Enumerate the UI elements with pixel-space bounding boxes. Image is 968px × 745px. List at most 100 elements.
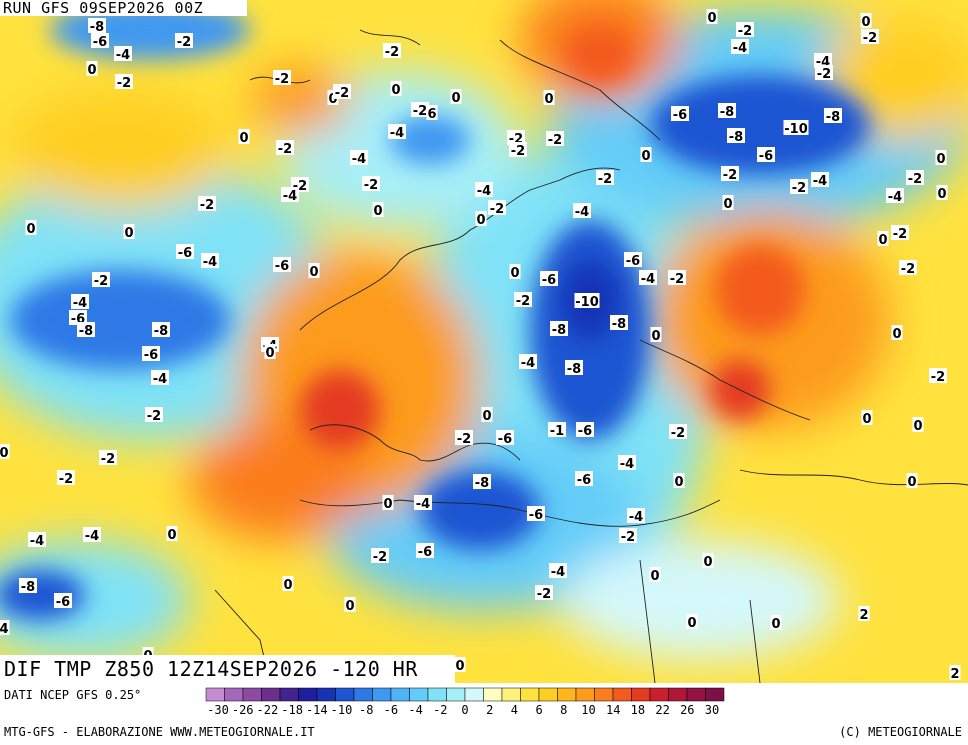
color-scale-swatch xyxy=(409,687,429,702)
color-scale-tick: -14 xyxy=(306,703,328,717)
color-scale-swatch xyxy=(446,687,466,702)
contour-label-bg xyxy=(596,170,614,185)
contour-labels: -8-6-4-20-2 -20-2-20-2 60-40-2-4-2 -2-20-20… xyxy=(0,9,961,682)
contour-label-bg xyxy=(28,532,46,547)
contour-label: 4 xyxy=(0,622,9,637)
contour-label: -8 xyxy=(826,110,840,125)
contour-label-bg xyxy=(123,224,135,239)
contour-label-bg xyxy=(783,120,809,135)
contour-label: 0 xyxy=(391,83,400,98)
contour-label: -2 xyxy=(738,24,752,39)
color-scale-swatch xyxy=(705,687,725,702)
contour-label-bg xyxy=(25,220,37,235)
contour-label-bg xyxy=(71,294,89,309)
contour-label-bg xyxy=(731,39,749,54)
contour-label: 0 xyxy=(26,222,35,237)
contour-label-bg xyxy=(481,407,493,422)
contour-label: 0 xyxy=(167,528,176,543)
contour-label-bg xyxy=(757,147,775,162)
contour-label: -2 xyxy=(537,587,551,602)
contour-label-bg xyxy=(702,553,714,568)
contour-label: -6 xyxy=(759,149,773,164)
contour-label-bg xyxy=(576,422,594,437)
contour-label-bg xyxy=(640,147,652,162)
contour-label-bg xyxy=(115,74,133,89)
contour-label: 0 xyxy=(309,265,318,280)
contour-label-bg xyxy=(509,264,521,279)
contour-label: -2 xyxy=(117,76,131,91)
contour-label-bg xyxy=(371,548,389,563)
contour-label-bg xyxy=(736,22,754,37)
color-scale-swatch xyxy=(686,687,706,702)
contour-label-bg xyxy=(88,18,106,33)
contour-label: -6 xyxy=(498,432,512,447)
contour-label: -8 xyxy=(567,362,581,377)
contour-label: -2 xyxy=(147,409,161,424)
contour-label: -1 xyxy=(550,424,564,439)
contour-label-bg xyxy=(548,422,566,437)
color-scale-tick: -4 xyxy=(408,703,422,717)
contour-label-bg xyxy=(507,130,525,145)
contour-label-bg xyxy=(649,567,661,582)
contour-label: -2 xyxy=(177,35,191,50)
contour-label: -4 xyxy=(116,48,130,63)
contour-label: -10 xyxy=(575,295,599,310)
contour-label-bg xyxy=(573,203,591,218)
contour-label-bg xyxy=(388,124,406,139)
contour-label-bg xyxy=(0,444,10,459)
contour-label-bg xyxy=(414,495,432,510)
contour-label-bg xyxy=(718,103,736,118)
contour-label-bg xyxy=(574,293,600,308)
contour-label-bg xyxy=(527,506,545,521)
contour-label-bg xyxy=(639,270,657,285)
color-scale-tick: -30 xyxy=(207,703,229,717)
color-scale-tick: 8 xyxy=(560,703,567,717)
data-source-label: DATI NCEP GFS 0.25° xyxy=(4,688,142,702)
contour-label-bg xyxy=(57,470,75,485)
contour-label-bg xyxy=(362,176,380,191)
contour-label: 0 xyxy=(907,475,916,490)
contour-label-bg xyxy=(650,327,662,342)
contour-label: -8 xyxy=(612,317,626,332)
color-scale-tick: 30 xyxy=(705,703,719,717)
contour-label: 0 xyxy=(937,187,946,202)
contour-label-bg xyxy=(166,526,178,541)
contour-label: -2 xyxy=(671,426,685,441)
contour-label-bg xyxy=(145,407,163,422)
contour-label: -6 xyxy=(178,246,192,261)
contour-label-bg xyxy=(949,665,961,680)
color-scale-swatch xyxy=(261,687,281,702)
contour-label: -2 xyxy=(335,86,349,101)
contour-label-bg xyxy=(86,61,98,76)
color-scale-swatch xyxy=(594,687,614,702)
contour-label-bg xyxy=(722,195,734,210)
contour-label: -4 xyxy=(629,510,643,525)
contour-label-bg xyxy=(906,473,918,488)
contour-label-bg xyxy=(281,187,299,202)
contour-label: -2 xyxy=(200,198,214,213)
contour-label-bg xyxy=(514,292,532,307)
contour-label-bg xyxy=(886,188,904,203)
contour-label-bg xyxy=(426,105,438,120)
color-scale-swatch xyxy=(316,687,336,702)
contour-label-bg xyxy=(276,140,294,155)
contour-label-bg xyxy=(308,263,320,278)
contour-label-bg xyxy=(824,108,842,123)
contour-label-bg xyxy=(333,84,351,99)
color-scale-tick: 2 xyxy=(486,703,493,717)
contour-label-bg xyxy=(627,508,645,523)
contour-label: -2 xyxy=(817,67,831,82)
contour-label-bg xyxy=(891,225,909,240)
contour-label: -8 xyxy=(21,580,35,595)
color-scale-swatch xyxy=(390,687,410,702)
contour-label-bg xyxy=(176,244,194,259)
contour-label: 0 xyxy=(862,412,871,427)
contour-label: -2 xyxy=(275,72,289,87)
contour-label: 0 xyxy=(0,446,9,461)
contour-label-bg xyxy=(382,495,394,510)
contour-label: -6 xyxy=(275,259,289,274)
contour-label: 0 xyxy=(482,409,491,424)
color-scale-swatch xyxy=(612,687,632,702)
contour-label: -2 xyxy=(901,262,915,277)
